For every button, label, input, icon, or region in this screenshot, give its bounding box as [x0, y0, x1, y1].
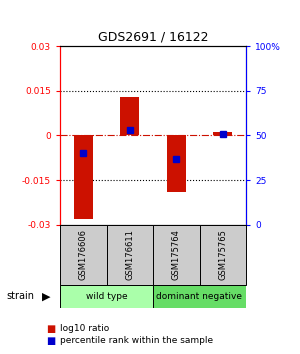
Title: GDS2691 / 16122: GDS2691 / 16122	[98, 30, 208, 44]
Bar	[60, 225, 106, 285]
Text: ■: ■	[46, 336, 56, 346]
Text: strain: strain	[6, 291, 34, 301]
Text: percentile rank within the sample: percentile rank within the sample	[60, 336, 213, 345]
Text: GSM176611: GSM176611	[125, 229, 134, 280]
Text: wild type: wild type	[86, 292, 127, 301]
Bar	[214, 132, 232, 135]
Text: ▶: ▶	[42, 291, 51, 301]
Text: GSM176606: GSM176606	[79, 229, 88, 280]
Text: GSM175764: GSM175764	[172, 229, 181, 280]
Text: log10 ratio: log10 ratio	[60, 324, 109, 333]
Bar	[121, 97, 139, 135]
Bar	[106, 225, 153, 285]
Text: dominant negative: dominant negative	[157, 292, 242, 301]
Text: ■: ■	[46, 324, 56, 333]
Bar	[74, 135, 93, 219]
Bar	[60, 285, 153, 308]
Bar	[153, 225, 200, 285]
Text: GSM175765: GSM175765	[218, 229, 227, 280]
Bar	[200, 225, 246, 285]
Bar	[153, 285, 246, 308]
Bar	[167, 135, 185, 192]
